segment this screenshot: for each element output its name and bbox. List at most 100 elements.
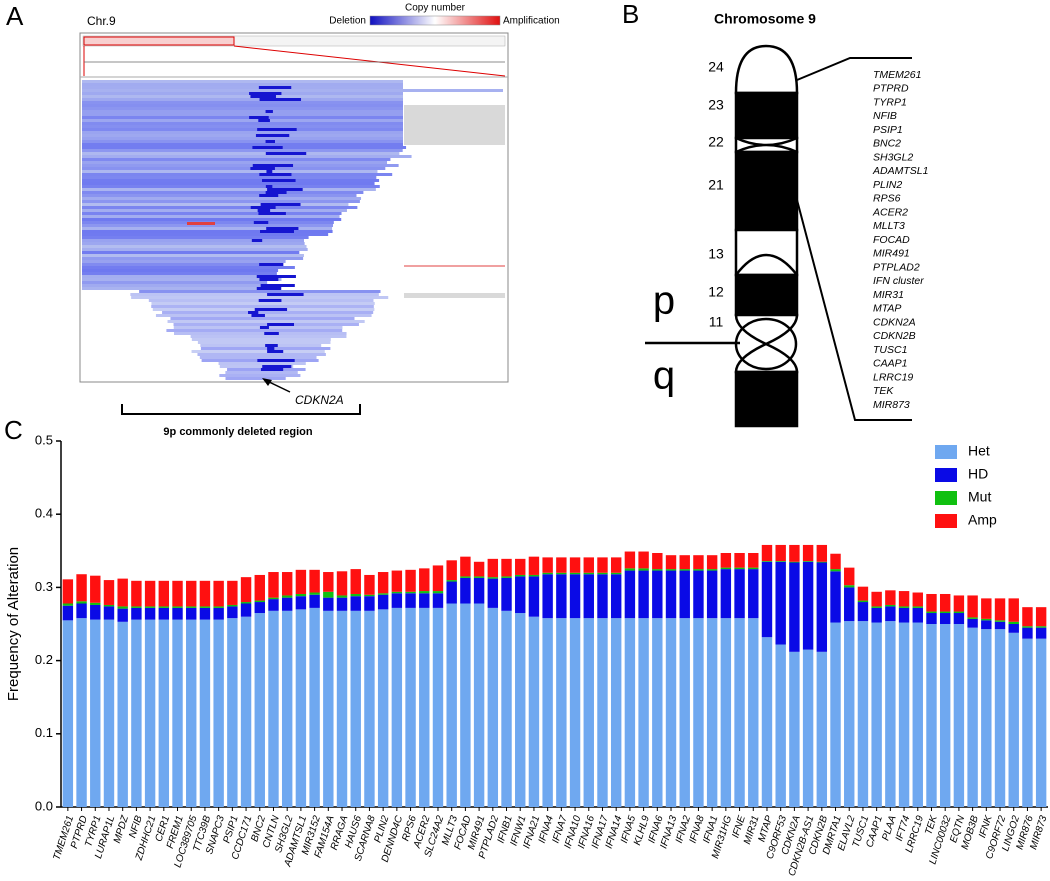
bar-segment <box>281 597 293 611</box>
bar-segment <box>638 551 649 569</box>
bar-segment <box>720 567 732 570</box>
bar-segment <box>377 594 389 610</box>
band-black <box>734 91 799 140</box>
bar-segment <box>213 607 224 620</box>
bar-segment <box>569 557 581 573</box>
bar-segment <box>515 613 526 807</box>
heatmap-row <box>82 149 403 152</box>
bar-segment <box>144 607 156 620</box>
bar-segment <box>309 569 320 593</box>
bar-segment <box>391 570 403 592</box>
bar-segment <box>569 572 581 575</box>
bar-segment <box>1035 627 1047 639</box>
bar-segment <box>665 569 677 571</box>
annotation: CDKN2A <box>295 393 344 407</box>
bar-segment <box>775 544 786 562</box>
heatmap-row <box>82 110 403 113</box>
heatmap-row <box>82 101 403 104</box>
bar-segment <box>597 557 608 573</box>
gene-name: TMEM261 <box>873 69 921 81</box>
bar-segment <box>748 552 759 568</box>
bar-segment <box>323 597 334 611</box>
bar-segment <box>953 624 965 807</box>
heatmap-row <box>130 293 379 296</box>
bar-segment <box>679 569 690 571</box>
y-tick-label: 0.4 <box>35 506 53 521</box>
heatmap-row <box>82 233 329 236</box>
gene-name: MIR491 <box>873 248 910 260</box>
heatmap-core <box>262 179 296 182</box>
bar-segment <box>994 598 1006 621</box>
band-arc <box>735 136 798 154</box>
bar-segment <box>802 561 814 562</box>
bar-segment <box>515 558 526 575</box>
bar-segment <box>103 580 115 605</box>
bar-segment <box>391 591 403 594</box>
bar-segment <box>186 580 197 607</box>
gene-name: CDKN2B <box>873 330 916 342</box>
heatmap-core <box>266 170 273 173</box>
heatmap-core <box>252 164 294 167</box>
bar-segment <box>405 593 416 608</box>
bar-segment <box>652 552 663 570</box>
heatmap-core <box>258 119 270 122</box>
bar-segment <box>144 606 156 608</box>
heatmap-row <box>162 311 374 314</box>
bar-segment <box>1022 626 1033 628</box>
heatmap-row <box>200 347 331 350</box>
bar-segment <box>377 609 389 807</box>
heatmap-row <box>131 296 389 299</box>
bar-segment <box>90 575 101 603</box>
bar-segment <box>487 607 499 807</box>
gene-name: TEK <box>873 385 894 397</box>
bar-segment <box>62 605 74 621</box>
heatmap-row <box>218 362 306 365</box>
heatmap-row <box>225 371 298 374</box>
bar-segment <box>556 618 567 807</box>
bar-segment <box>802 561 814 650</box>
bar-segment <box>309 594 320 608</box>
heatmap-row <box>82 140 403 143</box>
bar-segment <box>885 606 896 622</box>
bar-segment <box>199 619 211 807</box>
band-black <box>734 273 799 317</box>
bar-segment <box>679 555 690 570</box>
bar-segment <box>446 560 457 581</box>
bar-segment <box>172 607 183 620</box>
bar-segment <box>336 597 348 611</box>
heatmap-core <box>258 86 292 89</box>
heatmap-na <box>404 105 505 145</box>
bar-segment <box>610 572 622 575</box>
colorbar-high: Amplification <box>503 16 560 27</box>
heatmap-row <box>82 278 282 281</box>
bar-segment <box>336 571 348 596</box>
bar-segment <box>926 593 937 612</box>
bar-segment <box>844 567 855 586</box>
bar-segment <box>665 570 677 619</box>
heatmap-core <box>253 221 269 224</box>
bar-segment <box>912 622 923 807</box>
bar-segment <box>939 611 951 614</box>
heatmap-row <box>82 275 284 278</box>
bar-segment <box>898 607 910 623</box>
bar-segment <box>432 593 444 608</box>
bar-segment <box>939 593 951 612</box>
heatmap-row <box>191 338 331 341</box>
bar-segment <box>391 607 403 807</box>
bar-segment <box>213 580 224 607</box>
bar-segment <box>885 604 896 607</box>
bar-segment <box>734 618 745 807</box>
bar-segment <box>789 561 800 563</box>
bar-segment <box>583 572 594 575</box>
panel-label: B <box>622 0 639 29</box>
bar-segment <box>528 574 540 577</box>
legend-swatch <box>935 468 957 482</box>
heatmap-row <box>82 146 407 149</box>
heatmap-row <box>82 86 403 89</box>
bar-segment <box>981 620 992 630</box>
bar-segment <box>1035 626 1047 628</box>
bar-segment <box>830 569 841 572</box>
bar-segment <box>610 557 622 573</box>
